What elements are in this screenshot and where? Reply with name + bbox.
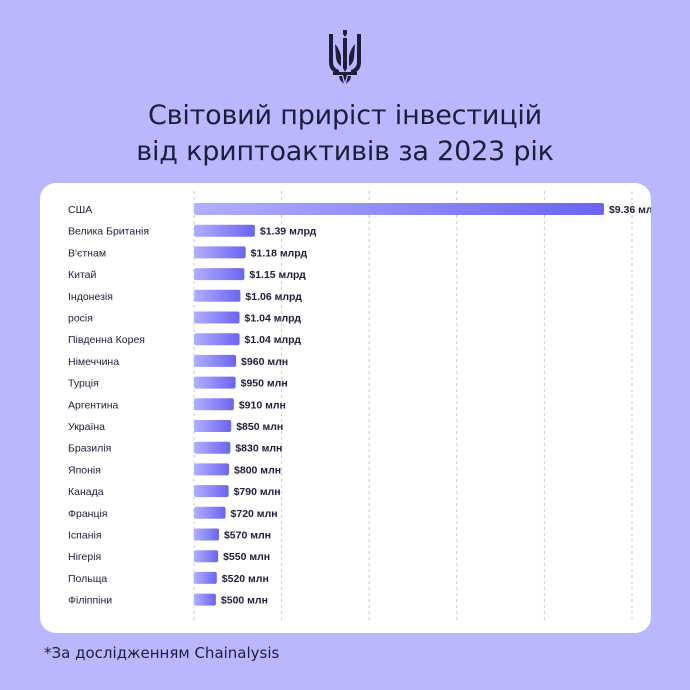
category-label: Іспанія (68, 530, 102, 542)
bar (194, 333, 240, 346)
category-label: Бразилія (68, 443, 111, 455)
category-label: Південна Корея (68, 334, 145, 346)
bar (194, 224, 255, 237)
category-label: Канада (68, 486, 104, 498)
category-label: Польща (68, 573, 107, 585)
category-label: Японія (68, 464, 101, 476)
category-label: Турція (68, 378, 99, 390)
value-label: $830 млн (235, 443, 282, 455)
bar (194, 593, 216, 606)
trident-icon (329, 30, 361, 84)
bar (194, 528, 219, 541)
category-label: Велика Британія (68, 226, 149, 238)
value-label: $1.15 млрд (249, 269, 306, 281)
bar (194, 506, 226, 519)
bar-chart: США $9.36 млрд Велика Британія $1.39 млрд В'… (68, 191, 651, 621)
value-label: $1.18 млрд (251, 247, 308, 259)
value-label: $910 млн (239, 399, 286, 411)
value-label: $850 млн (236, 421, 283, 433)
value-label: $1.06 млрд (245, 291, 302, 303)
chart-card: США $9.36 млрд Велика Британія $1.39 млрд В'… (40, 183, 651, 633)
value-label: $950 млн (241, 378, 288, 390)
title-line-1: Світовий приріст інвестицій (147, 100, 543, 131)
bar (194, 354, 237, 367)
category-label: Німеччина (68, 356, 119, 368)
source-footnote: *За дослідженням Chainalysis (44, 644, 280, 662)
value-label: $520 млн (222, 573, 269, 585)
value-label: $500 млн (221, 595, 268, 607)
value-label: $1.04 млрд (245, 334, 302, 346)
category-label: Аргентина (68, 399, 119, 411)
value-label: $1.39 млрд (260, 226, 317, 238)
value-label: $960 млн (241, 356, 288, 368)
page-title: Світовий приріст інвестицій від криптоак… (40, 98, 650, 170)
bar (194, 289, 241, 302)
value-label: $9.36 млрд (609, 204, 651, 216)
bar (194, 268, 245, 281)
value-label: $1.04 млрд (245, 313, 302, 325)
category-label: Франція (68, 508, 108, 520)
bar (194, 571, 217, 584)
value-label: $720 млн (231, 508, 278, 520)
title-line-2: від криптоактивів за 2023 рік (136, 136, 554, 167)
bar (194, 398, 234, 411)
value-label: $570 млн (224, 530, 271, 542)
bar (194, 463, 230, 476)
bar (194, 550, 219, 563)
bar (194, 485, 229, 498)
bar (194, 420, 232, 432)
value-label: $550 млн (223, 551, 270, 563)
bar (194, 203, 604, 215)
category-label: США (68, 204, 92, 216)
bar (194, 311, 240, 324)
bar (194, 376, 236, 389)
value-label: $790 млн (234, 486, 281, 498)
value-label: $800 млн (234, 464, 281, 476)
category-label: Китай (68, 269, 97, 281)
bar (194, 246, 246, 259)
category-label: Індонезія (68, 291, 113, 303)
category-label: Нігерія (68, 551, 101, 563)
bar (194, 441, 231, 454)
category-label: Україна (68, 421, 105, 433)
category-label: Філіппіни (68, 595, 112, 607)
category-label: росія (68, 313, 93, 325)
category-label: В'єтнам (68, 247, 106, 259)
